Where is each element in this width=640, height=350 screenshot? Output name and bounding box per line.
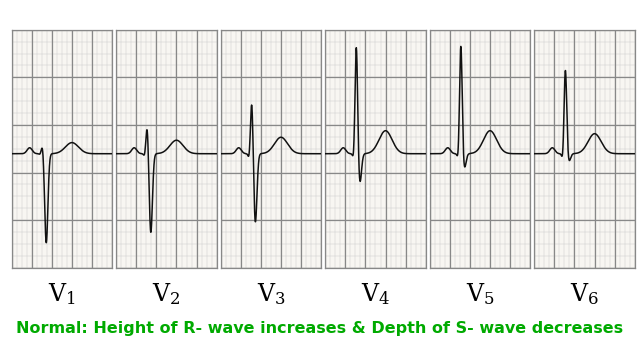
Text: $\mathregular{V_{5}}$: $\mathregular{V_{5}}$ xyxy=(466,281,494,307)
Text: $\mathregular{V_{6}}$: $\mathregular{V_{6}}$ xyxy=(570,281,599,307)
Text: $\mathregular{V_{2}}$: $\mathregular{V_{2}}$ xyxy=(152,281,180,307)
Text: $\mathregular{V_{1}}$: $\mathregular{V_{1}}$ xyxy=(48,281,76,307)
Text: Normal: Height of R- wave increases & Depth of S- wave decreases: Normal: Height of R- wave increases & De… xyxy=(17,322,623,336)
Text: $\mathregular{V_{4}}$: $\mathregular{V_{4}}$ xyxy=(361,281,390,307)
Text: $\mathregular{V_{3}}$: $\mathregular{V_{3}}$ xyxy=(257,281,285,307)
